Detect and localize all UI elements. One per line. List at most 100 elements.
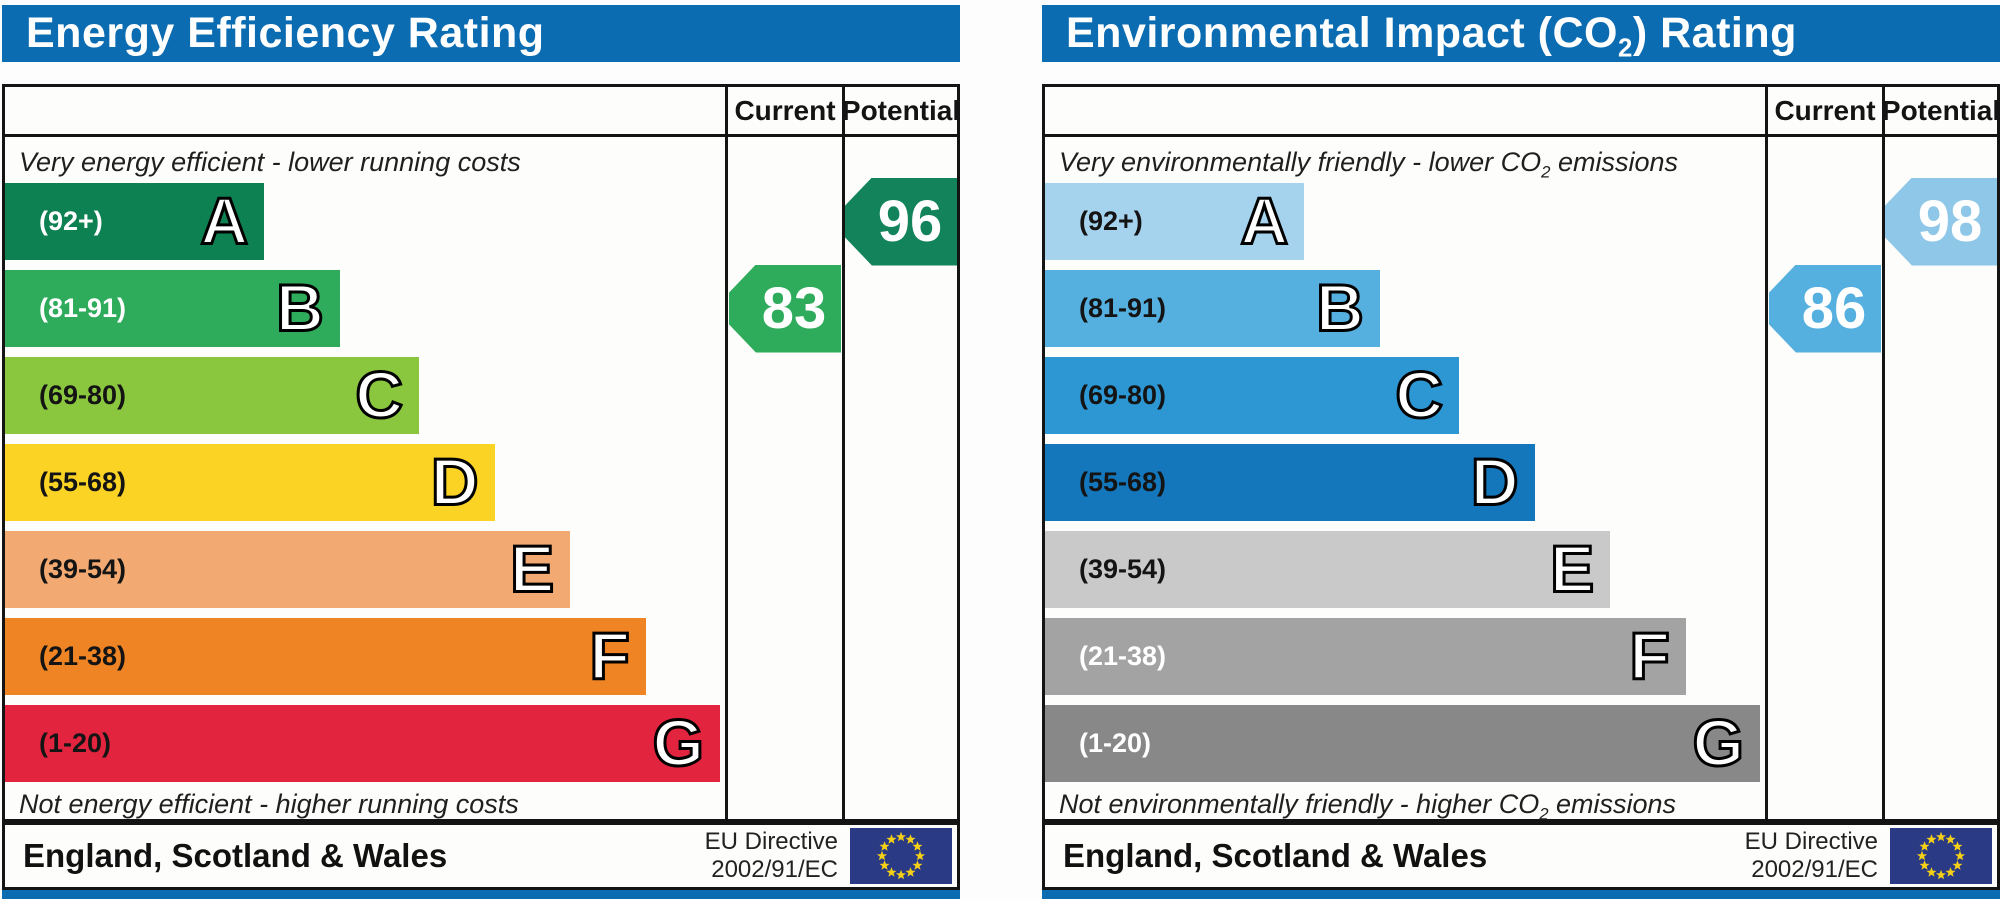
current-column: 83 <box>725 137 842 819</box>
band-row-f: (21-38) F <box>5 618 725 695</box>
eu-directive-label: EU Directive 2002/91/EC <box>704 827 838 883</box>
band-row-e: (39-54) E <box>1045 531 1765 608</box>
environmental-impact-title-bar: Environmental Impact (CO2) Rating <box>1042 5 2000 62</box>
band-bar-d: (55-68) D <box>5 444 495 521</box>
header-spacer-cell <box>1045 87 1765 137</box>
top-note: Very energy efficient - lower running co… <box>19 147 521 177</box>
header-spacer-cell <box>5 87 725 137</box>
band-bar-a: (92+) A <box>1045 183 1305 260</box>
eu-flag <box>1890 828 1992 884</box>
potential-column: 96 <box>842 137 957 819</box>
band-bar-c: (69-80) C <box>5 357 419 434</box>
band-letter: A <box>199 183 250 258</box>
current-column-header: Current <box>1765 87 1882 137</box>
band-letter: C <box>354 357 405 432</box>
rating-bands: (92+) A (81-91) B (69-80) C (55-68) D (39-54) E (2… <box>5 183 725 782</box>
rating-table: Current Potential Very environmentally f… <box>1042 84 2000 822</box>
band-letter: D <box>429 444 480 519</box>
panel-footer: England, Scotland & Wales EU Directive 2… <box>2 822 960 890</box>
band-letter: D <box>1469 444 1520 519</box>
band-range-label: (55-68) <box>1079 467 1167 497</box>
environmental-impact-panel: Environmental Impact (CO2) Rating Curren… <box>1042 5 2000 899</box>
rating-table: Current Potential Very energy efficient … <box>2 84 960 822</box>
panel-title: Energy Efficiency Rating <box>26 9 545 57</box>
band-bar-f: (21-38) F <box>1045 618 1686 695</box>
band-range-label: (81-91) <box>39 293 127 323</box>
band-bar-a: (92+) A <box>5 183 265 260</box>
bottom-note: Not environmentally friendly - higher CO… <box>1059 789 1677 824</box>
current-column-header: Current <box>725 87 842 137</box>
eu-directive-label: EU Directive 2002/91/EC <box>1744 827 1878 883</box>
band-range-label: (81-91) <box>1079 293 1167 323</box>
eu-flag-graphic <box>850 828 952 884</box>
bands-column: Very environmentally friendly - lower CO… <box>1045 137 1765 824</box>
panel-footer: England, Scotland & Wales EU Directive 2… <box>1042 822 2000 890</box>
bottom-accent-strip <box>2 890 960 899</box>
region-label: England, Scotland & Wales <box>1063 837 1488 874</box>
current-column: 86 <box>1765 137 1882 819</box>
band-row-e: (39-54) E <box>5 531 725 608</box>
band-bar-b: (81-91) B <box>5 270 340 347</box>
potential-column-header: Potential <box>1882 87 2000 137</box>
band-letter: G <box>651 705 705 780</box>
potential-rating-arrow: 98 <box>1885 177 1997 266</box>
top-note: Very environmentally friendly - lower CO… <box>1059 147 1679 182</box>
energy-efficiency-panel: Energy Efficiency Rating Current Potenti… <box>2 5 960 899</box>
current-rating-value: 83 <box>761 275 827 341</box>
band-bar-d: (55-68) D <box>1045 444 1535 521</box>
band-letter: E <box>1549 531 1596 606</box>
band-range-label: (1-20) <box>39 728 112 758</box>
potential-rating-value: 96 <box>877 188 943 254</box>
band-bar-b: (81-91) B <box>1045 270 1380 347</box>
band-bar-f: (21-38) F <box>5 618 646 695</box>
potential-column: 98 <box>1882 137 1997 819</box>
band-range-label: (21-38) <box>39 641 127 671</box>
band-row-b: (81-91) B <box>1045 270 1765 347</box>
band-row-f: (21-38) F <box>1045 618 1765 695</box>
band-row-c: (69-80) C <box>5 357 725 434</box>
band-range-label: (39-54) <box>1079 554 1167 584</box>
energy-efficiency-title-bar: Energy Efficiency Rating <box>2 5 960 62</box>
band-range-label: (69-80) <box>1079 380 1167 410</box>
band-letter: C <box>1394 357 1445 432</box>
band-row-b: (81-91) B <box>5 270 725 347</box>
band-bar-g: (1-20) G <box>5 705 720 782</box>
band-letter: F <box>1628 618 1671 693</box>
band-bar-e: (39-54) E <box>5 531 571 608</box>
band-letter: B <box>1315 270 1366 345</box>
bottom-accent-strip <box>1042 890 2000 899</box>
band-row-d: (55-68) D <box>5 444 725 521</box>
potential-rating-value: 98 <box>1917 188 1983 254</box>
band-range-label: (69-80) <box>39 380 127 410</box>
band-row-g: (1-20) G <box>1045 705 1765 782</box>
band-range-label: (92+) <box>39 206 103 236</box>
band-letter: F <box>588 618 631 693</box>
band-bar-c: (69-80) C <box>1045 357 1459 434</box>
band-range-label: (39-54) <box>39 554 127 584</box>
band-range-label: (1-20) <box>1079 728 1152 758</box>
bottom-note: Not energy efficient - higher running co… <box>19 789 519 819</box>
band-row-a: (92+) A <box>5 183 725 260</box>
eu-flag-graphic <box>1890 828 1992 884</box>
panel-title: Environmental Impact (CO2) Rating <box>1066 9 1797 63</box>
band-bar-g: (1-20) G <box>1045 705 1760 782</box>
band-row-d: (55-68) D <box>1045 444 1765 521</box>
band-range-label: (21-38) <box>1079 641 1167 671</box>
rating-bands: (92+) A (81-91) B (69-80) C (55-68) D (39-54) E (2… <box>1045 183 1765 782</box>
potential-column-header: Potential <box>842 87 960 137</box>
eu-flag <box>850 828 952 884</box>
band-letter: E <box>509 531 556 606</box>
potential-rating-arrow: 96 <box>845 177 957 266</box>
band-row-a: (92+) A <box>1045 183 1765 260</box>
region-label: England, Scotland & Wales <box>23 837 448 874</box>
band-bar-e: (39-54) E <box>1045 531 1611 608</box>
band-letter: G <box>1691 705 1745 780</box>
current-rating-value: 86 <box>1801 275 1867 341</box>
band-row-g: (1-20) G <box>5 705 725 782</box>
current-rating-arrow: 83 <box>729 264 841 353</box>
band-letter: A <box>1239 183 1290 258</box>
bands-column: Very energy efficient - lower running co… <box>5 137 725 819</box>
band-row-c: (69-80) C <box>1045 357 1765 434</box>
